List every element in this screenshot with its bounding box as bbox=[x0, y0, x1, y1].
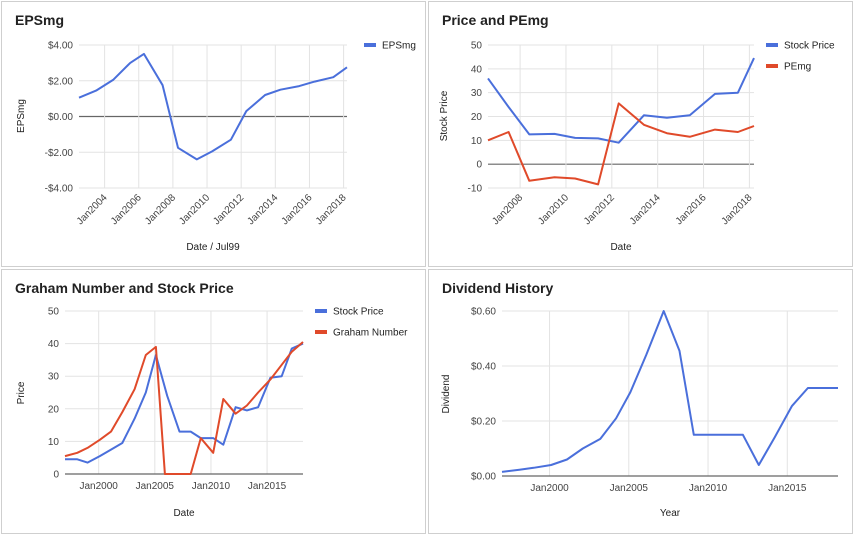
x-tick-label: Jan2008 bbox=[490, 192, 525, 227]
series-line-stock-price bbox=[487, 57, 755, 144]
x-tick-label: Jan2015 bbox=[248, 481, 287, 492]
x-tick-label: Jan2010 bbox=[192, 481, 231, 492]
legend-label: EPSmg bbox=[382, 41, 416, 52]
legend-swatch bbox=[315, 330, 327, 334]
chart-panel-dividend: Dividend History $0.00 $0.20 $0.40 $0.60 Jan… bbox=[428, 269, 853, 534]
chart-svg: -10 0 10 20 30 40 50 Jan2008 Jan2010 Jan2012 Jan20… bbox=[439, 41, 835, 254]
x-tick-label: Jan2005 bbox=[136, 481, 175, 492]
y-tick-label: 0 bbox=[53, 470, 59, 481]
chart-panel-epsmg: EPSmg -$4.00 -$2.00 $0.00 $2.00 $4.00 Jan2004… bbox=[1, 1, 426, 267]
x-tick-label: Jan2010 bbox=[177, 192, 212, 227]
y-tick-label: 30 bbox=[48, 372, 60, 383]
y-tick-label: -$2.00 bbox=[45, 148, 74, 159]
x-tick-label: Jan2008 bbox=[143, 192, 178, 227]
y-axis-title: EPSmg bbox=[16, 99, 27, 133]
y-tick-label: 50 bbox=[471, 41, 483, 52]
y-tick-label: $0.00 bbox=[471, 472, 496, 483]
chart-svg: 0 10 20 30 40 50 Jan2000 Jan2005 Jan2010 Jan2015 P… bbox=[16, 307, 408, 520]
chart-title: EPSmg bbox=[15, 12, 65, 28]
y-axis-title: Dividend bbox=[441, 375, 452, 414]
y-tick-label: 10 bbox=[48, 437, 60, 448]
x-axis-title: Date bbox=[173, 508, 195, 519]
legend-swatch bbox=[364, 43, 376, 47]
x-tick-label: Jan2004 bbox=[75, 192, 110, 227]
chart-title: Price and PEmg bbox=[442, 12, 549, 28]
y-tick-label: $2.00 bbox=[48, 76, 73, 87]
x-axis-title: Year bbox=[660, 508, 681, 519]
x-tick-label: Jan2012 bbox=[582, 192, 617, 227]
series-line-stock-price bbox=[65, 342, 304, 464]
x-tick-label: Jan2010 bbox=[689, 483, 728, 494]
series-line-epsmg bbox=[78, 52, 348, 161]
y-tick-label: -$4.00 bbox=[45, 184, 74, 195]
x-tick-label: Jan2015 bbox=[768, 483, 807, 494]
x-tick-label: Jan2012 bbox=[211, 192, 246, 227]
x-axis-title: Date / Jul99 bbox=[186, 242, 240, 253]
chart-panel-graham: Graham Number and Stock Price 0 10 20 30 40 5… bbox=[1, 269, 426, 534]
x-axis-title: Date bbox=[610, 242, 632, 253]
y-tick-label: 40 bbox=[471, 64, 483, 75]
x-tick-label: Jan2018 bbox=[720, 192, 755, 227]
y-tick-label: 20 bbox=[48, 404, 60, 415]
y-tick-label: $0.60 bbox=[471, 307, 496, 318]
y-tick-label: 40 bbox=[48, 339, 60, 350]
x-tick-label: Jan2000 bbox=[79, 481, 118, 492]
y-tick-label: $4.00 bbox=[48, 41, 73, 52]
y-axis-title: Price bbox=[16, 381, 27, 404]
y-tick-label: $0.00 bbox=[48, 112, 73, 123]
y-axis-title: Stock Price bbox=[439, 90, 450, 141]
x-tick-label: Jan2010 bbox=[536, 192, 571, 227]
y-tick-label: -10 bbox=[468, 184, 483, 195]
legend-swatch bbox=[766, 64, 778, 68]
y-tick-label: 20 bbox=[471, 112, 483, 123]
series-line-graham-number bbox=[64, 341, 304, 475]
y-tick-label: 10 bbox=[471, 136, 483, 147]
y-tick-label: $0.40 bbox=[471, 362, 496, 373]
y-tick-label: $0.20 bbox=[471, 417, 496, 428]
legend-swatch bbox=[315, 309, 327, 313]
x-tick-label: Jan2014 bbox=[628, 192, 663, 227]
x-tick-label: Jan2016 bbox=[674, 192, 709, 227]
chart-title: Dividend History bbox=[442, 280, 554, 296]
chart-svg: $0.00 $0.20 $0.40 $0.60 Jan2000 Jan2005 Jan201… bbox=[441, 307, 838, 519]
x-tick-label: Jan2000 bbox=[530, 483, 569, 494]
legend-label: Stock Price bbox=[784, 41, 835, 52]
y-tick-label: 30 bbox=[471, 88, 483, 99]
x-tick-label: Jan2014 bbox=[246, 192, 281, 227]
legend-label: Stock Price bbox=[333, 307, 384, 318]
series-line-series-0 bbox=[501, 310, 838, 473]
x-tick-label: Jan2016 bbox=[280, 192, 315, 227]
series-line-pemg bbox=[487, 102, 755, 186]
x-tick-label: Jan2006 bbox=[109, 192, 144, 227]
chart-panel-price-pemg: Price and PEmg -10 0 10 20 30 40 50 Jan2008 Jan2… bbox=[428, 1, 853, 267]
chart-title: Graham Number and Stock Price bbox=[15, 280, 234, 296]
legend-swatch bbox=[766, 43, 778, 47]
x-tick-label: Jan2018 bbox=[314, 192, 349, 227]
x-tick-label: Jan2005 bbox=[610, 483, 649, 494]
y-tick-label: 50 bbox=[48, 307, 60, 318]
legend-label: PEmg bbox=[784, 62, 811, 73]
legend-label: Graham Number bbox=[333, 328, 408, 339]
y-tick-label: 0 bbox=[476, 160, 482, 171]
